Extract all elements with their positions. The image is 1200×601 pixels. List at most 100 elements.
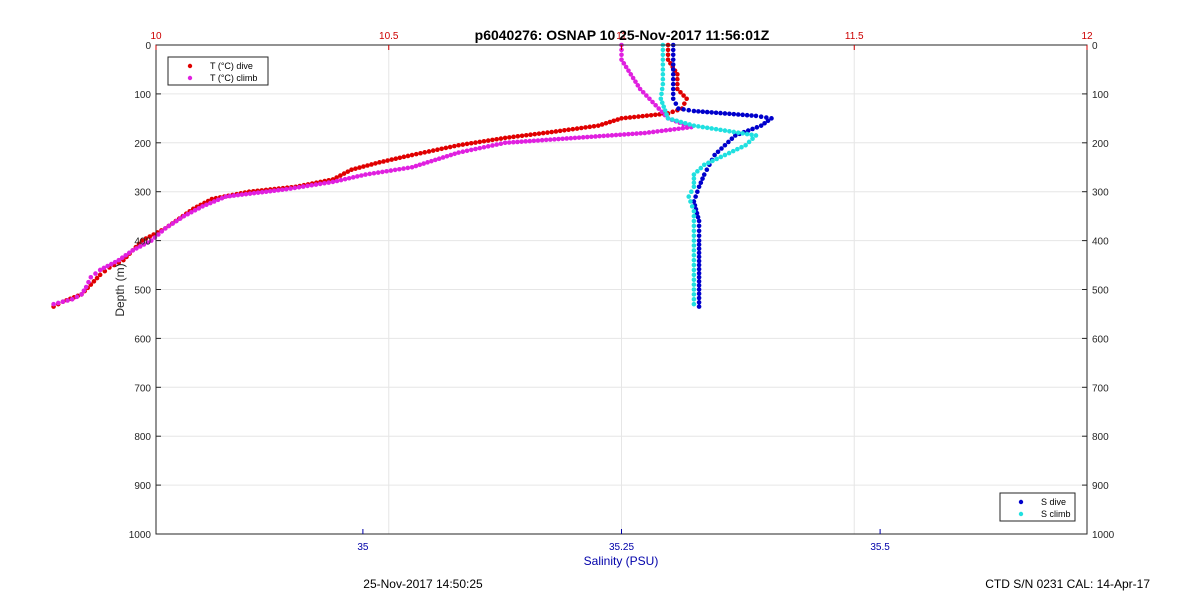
t-dive-point — [627, 115, 633, 120]
s-climb-point — [696, 124, 701, 129]
t-climb-point — [177, 216, 183, 221]
t-climb-point — [642, 130, 648, 136]
s-climb-point — [709, 126, 714, 131]
y-tick-label: 500 — [134, 286, 151, 297]
plot-marks — [51, 42, 774, 309]
t-climb-point — [79, 292, 84, 297]
s-climb-point — [691, 172, 697, 177]
t-climb-point — [388, 168, 394, 173]
t-climb-point — [433, 157, 438, 163]
t-climb-point — [192, 207, 198, 213]
s-dive-point — [762, 120, 767, 126]
s-climb-point — [701, 162, 707, 168]
y-tick-label: 600 — [134, 334, 151, 345]
t-climb-point — [638, 131, 643, 136]
t-climb-point — [576, 135, 582, 140]
t-dive-point — [578, 125, 584, 131]
t-dive-point — [147, 234, 153, 239]
t-dive-point — [562, 128, 567, 133]
t-climb-point — [134, 246, 139, 251]
t-climb-point — [523, 139, 528, 144]
t-climb-point — [539, 137, 545, 143]
t-climb-point — [401, 166, 406, 171]
t-dive-point — [675, 86, 680, 92]
t-climb-point — [181, 213, 187, 219]
s-dive-point — [749, 113, 754, 118]
t-dive-point — [494, 136, 499, 142]
t-dive-point — [595, 123, 601, 128]
t-climb-point — [676, 126, 681, 132]
t-climb-point — [145, 240, 150, 245]
t-dive-point — [481, 138, 487, 144]
s-dive-point — [696, 184, 702, 190]
s-dive-point — [693, 194, 698, 199]
t-climb-point — [421, 161, 426, 166]
s-dive-point — [718, 110, 723, 116]
t-climb-point — [156, 232, 161, 237]
t-climb-point — [650, 99, 655, 105]
s-dive-point — [670, 72, 676, 77]
t-climb-point — [527, 138, 533, 144]
t-dive-point — [583, 125, 588, 130]
t-dive-point — [385, 158, 390, 163]
t-climb-point — [425, 160, 430, 165]
t-climb-point — [126, 250, 132, 256]
y-tick-label: 400 — [134, 237, 151, 248]
t-climb-point — [506, 140, 512, 145]
t-climb-point — [109, 261, 114, 267]
t-climb-point — [119, 255, 125, 261]
t-climb-point — [200, 204, 205, 209]
s-climb-point — [660, 81, 666, 87]
t-dive-point — [532, 131, 538, 137]
t-climb-point — [239, 192, 245, 197]
sal-tick-label: 35.25 — [609, 542, 634, 553]
legend-t-dive-label: T (°C) dive — [210, 61, 253, 71]
s-climb-point — [722, 152, 728, 158]
s-dive-point — [696, 258, 702, 264]
t-climb-point — [81, 288, 87, 294]
t-climb-point — [384, 168, 389, 174]
t-climb-point — [251, 190, 257, 196]
t-climb-point — [619, 52, 624, 58]
t-climb-point — [667, 127, 673, 133]
t-climb-point — [288, 186, 293, 191]
t-dive-point — [675, 81, 680, 87]
t-climb-point — [609, 133, 615, 138]
t-dive-point — [345, 169, 351, 174]
s-climb-point — [691, 292, 697, 297]
t-climb-point — [159, 229, 165, 234]
t-climb-point — [69, 296, 75, 302]
t-climb-point — [468, 147, 474, 153]
y-tick-label: 800 — [134, 432, 151, 443]
y-axis-label: Depth (m) — [113, 263, 127, 316]
s-climb-point — [691, 301, 697, 307]
t-climb-point — [93, 271, 98, 276]
s-climb-point — [691, 262, 697, 268]
s-climb-point — [691, 282, 697, 287]
s-climb-point — [674, 118, 679, 124]
t-climb-point — [101, 265, 107, 271]
temp-tick-label: 11.5 — [845, 31, 864, 42]
s-dive-point — [673, 101, 679, 106]
s-climb-point — [691, 252, 697, 258]
y-tick-label: 300 — [134, 188, 151, 199]
t-dive-point — [94, 275, 100, 281]
s-climb-point — [660, 72, 666, 77]
s-climb-point — [689, 189, 694, 194]
s-climb-point — [746, 139, 752, 145]
t-dive-point — [490, 137, 495, 143]
t-climb-point — [275, 187, 281, 193]
s-dive-point — [722, 142, 728, 148]
s-climb-point — [670, 117, 675, 122]
s-dive-point — [691, 199, 697, 204]
t-climb-point — [137, 244, 143, 249]
t-dive-point — [413, 151, 419, 157]
t-climb-point — [655, 129, 660, 134]
s-dive-point — [696, 300, 702, 305]
t-climb-point — [409, 164, 415, 170]
s-climb-point — [749, 132, 754, 138]
y-tick-label: 0 — [145, 41, 151, 52]
footer-ctd: CTD S/N 0231 CAL: 14-Apr-17 — [985, 577, 1150, 591]
t-dive-point — [591, 123, 597, 129]
t-climb-point — [633, 79, 638, 84]
